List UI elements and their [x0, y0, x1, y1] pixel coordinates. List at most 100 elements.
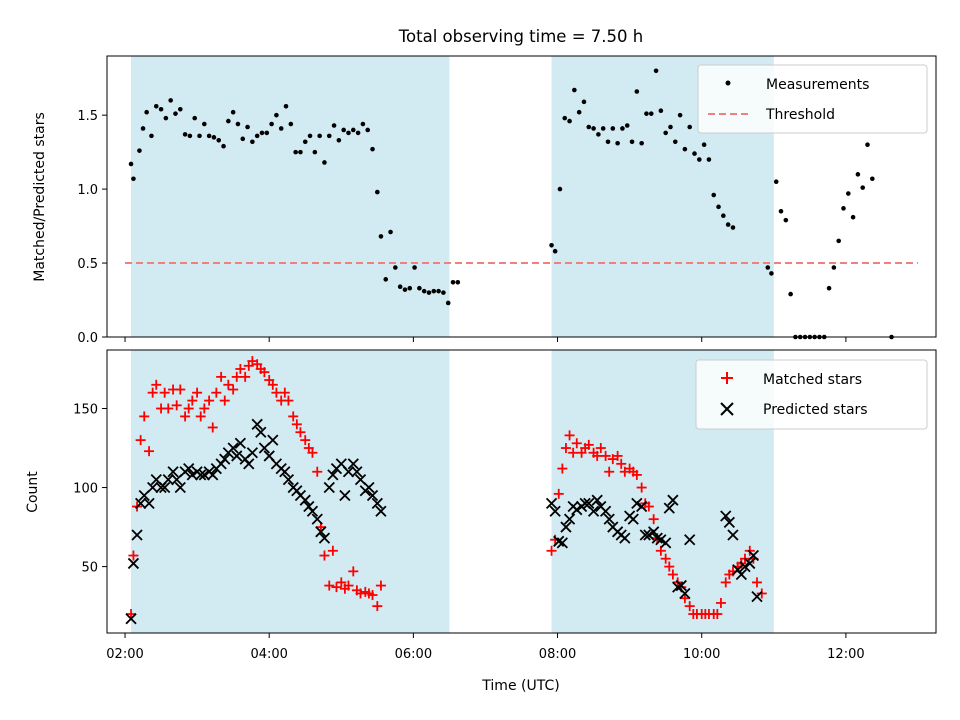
measurement-point	[182, 132, 188, 137]
measurement-point	[221, 143, 226, 149]
measurement-point	[216, 138, 222, 143]
cross-b	[174, 481, 186, 494]
cross-b	[560, 521, 572, 533]
matched-star-point	[128, 550, 139, 561]
legend-matched-marker	[721, 372, 733, 384]
measurement-point	[600, 126, 606, 131]
matched-star-point	[660, 553, 671, 564]
matched-star-point	[375, 580, 386, 591]
matched-star-point	[684, 601, 695, 612]
matched-star-point	[631, 469, 642, 480]
measurement-point	[572, 87, 577, 93]
cross-b	[150, 474, 162, 486]
predicted-star-point	[339, 489, 351, 502]
matched-star-point	[259, 367, 270, 378]
measurement-point	[677, 112, 683, 118]
y-tick-label: 50	[81, 561, 98, 576]
measurement-point	[226, 118, 231, 124]
predicted-star-point	[147, 481, 159, 494]
matched-star-point	[204, 395, 215, 406]
x-tick-label: 10:00	[683, 647, 720, 662]
matched-star-point	[643, 501, 654, 512]
matched-star-point	[240, 371, 251, 382]
predicted-star-point	[639, 529, 651, 541]
measurement-point	[648, 111, 654, 116]
matched-star-point	[219, 395, 230, 406]
matched-star-point	[583, 439, 594, 450]
cross-b	[636, 500, 648, 513]
measurement-point	[845, 191, 851, 196]
predicted-star-point	[366, 489, 379, 502]
measurement-point	[870, 176, 875, 182]
x-tick-label: 02:00	[106, 647, 143, 662]
measurement-point	[610, 126, 616, 131]
cross-b	[243, 458, 255, 470]
matched-star-point	[187, 395, 198, 406]
top-y-axis-label: Matched/Predicted stars	[32, 112, 48, 282]
matched-star-point	[560, 443, 571, 454]
measurement-point	[634, 89, 640, 94]
predicted-star-point	[282, 474, 295, 486]
top-legend: Measurements Threshold	[697, 64, 928, 134]
matched-star-point	[216, 371, 227, 382]
matched-star-point	[553, 488, 564, 499]
predicted-star-point	[183, 462, 195, 475]
measurement-point	[288, 121, 294, 127]
matched-star-point	[271, 387, 282, 398]
cross-b	[351, 466, 363, 478]
matched-star-point	[312, 466, 323, 477]
measurement-point	[307, 133, 313, 139]
measurement-point	[393, 265, 398, 270]
predicted-star-point	[739, 560, 751, 573]
predicted-star-point	[174, 481, 186, 494]
cross-b	[553, 535, 565, 547]
matched-star-point	[568, 447, 579, 458]
measurement-point	[341, 127, 346, 133]
matched-star-point	[159, 387, 170, 398]
cross-b	[219, 453, 231, 465]
cross-b	[571, 504, 583, 516]
measurement-point	[278, 126, 284, 131]
predicted-star-point	[267, 434, 279, 446]
bottom-axes-frame	[106, 349, 937, 634]
y-tick-label: 0.5	[77, 257, 98, 272]
cross-b	[579, 497, 591, 509]
predicted-star-point	[342, 466, 355, 478]
x-tick-label: 06:00	[395, 647, 432, 662]
measurement-point	[716, 204, 721, 210]
measurement-point	[455, 279, 461, 285]
matched-star-point	[348, 566, 359, 577]
cross-b	[556, 537, 568, 549]
predicted-star-point	[255, 426, 267, 438]
cross-b	[311, 513, 323, 525]
measurement-point	[211, 135, 217, 140]
measurement-point	[624, 123, 630, 128]
cross-b	[251, 418, 263, 430]
matched-star-point	[571, 438, 582, 449]
matched-star-point	[144, 446, 155, 457]
predicted-stars-points	[125, 418, 763, 625]
cross-b	[675, 579, 687, 592]
cross-b	[599, 505, 612, 517]
cross-b	[323, 481, 335, 494]
measurement-point	[567, 118, 572, 124]
predicted-star-point	[318, 532, 331, 544]
cross-b	[162, 474, 174, 486]
measurement-point	[355, 130, 361, 136]
matched-star-point	[135, 435, 146, 446]
measurement-point	[407, 285, 413, 291]
measurement-point	[557, 186, 563, 192]
measurement-point	[336, 138, 342, 143]
matched-star-point	[319, 550, 330, 561]
measurement-point	[721, 213, 726, 219]
measurement-point	[274, 112, 279, 118]
cross-b	[342, 466, 355, 478]
cross-b	[267, 434, 279, 446]
measurement-point	[431, 288, 437, 294]
cross-b	[282, 474, 295, 486]
measurement-point	[346, 130, 351, 136]
cross-b	[198, 469, 210, 481]
measurement-point	[620, 126, 625, 131]
measurement-point	[783, 217, 789, 223]
